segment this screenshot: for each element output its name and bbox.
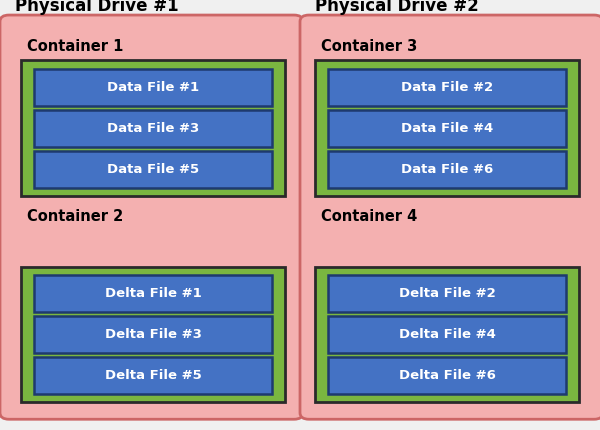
- Text: Physical Drive #1: Physical Drive #1: [15, 0, 179, 15]
- FancyBboxPatch shape: [300, 15, 600, 419]
- Text: Data File #2: Data File #2: [401, 81, 493, 94]
- FancyBboxPatch shape: [328, 110, 566, 147]
- FancyBboxPatch shape: [34, 275, 272, 312]
- Text: Data File #6: Data File #6: [401, 163, 493, 176]
- Text: Container 1: Container 1: [27, 39, 124, 54]
- FancyBboxPatch shape: [34, 110, 272, 147]
- Text: Container 3: Container 3: [321, 39, 417, 54]
- Text: Delta File #4: Delta File #4: [398, 328, 496, 341]
- FancyBboxPatch shape: [328, 69, 566, 106]
- FancyBboxPatch shape: [315, 60, 579, 196]
- Text: Data File #4: Data File #4: [401, 122, 493, 135]
- FancyBboxPatch shape: [328, 316, 566, 353]
- FancyBboxPatch shape: [21, 60, 285, 196]
- Text: Data File #1: Data File #1: [107, 81, 199, 94]
- Text: Physical Drive #2: Physical Drive #2: [315, 0, 479, 15]
- FancyBboxPatch shape: [34, 357, 272, 394]
- Text: Delta File #6: Delta File #6: [398, 369, 496, 382]
- FancyBboxPatch shape: [34, 316, 272, 353]
- Text: Data File #3: Data File #3: [107, 122, 199, 135]
- Text: Delta File #2: Delta File #2: [398, 287, 496, 300]
- Text: Delta File #3: Delta File #3: [104, 328, 202, 341]
- FancyBboxPatch shape: [0, 15, 303, 419]
- FancyBboxPatch shape: [328, 357, 566, 394]
- FancyBboxPatch shape: [34, 151, 272, 188]
- FancyBboxPatch shape: [328, 151, 566, 188]
- Text: Delta File #1: Delta File #1: [104, 287, 202, 300]
- FancyBboxPatch shape: [315, 267, 579, 402]
- FancyBboxPatch shape: [328, 275, 566, 312]
- FancyBboxPatch shape: [34, 69, 272, 106]
- Text: Container 2: Container 2: [27, 209, 123, 224]
- FancyBboxPatch shape: [21, 267, 285, 402]
- Text: Container 4: Container 4: [321, 209, 417, 224]
- Text: Delta File #5: Delta File #5: [104, 369, 202, 382]
- Text: Data File #5: Data File #5: [107, 163, 199, 176]
